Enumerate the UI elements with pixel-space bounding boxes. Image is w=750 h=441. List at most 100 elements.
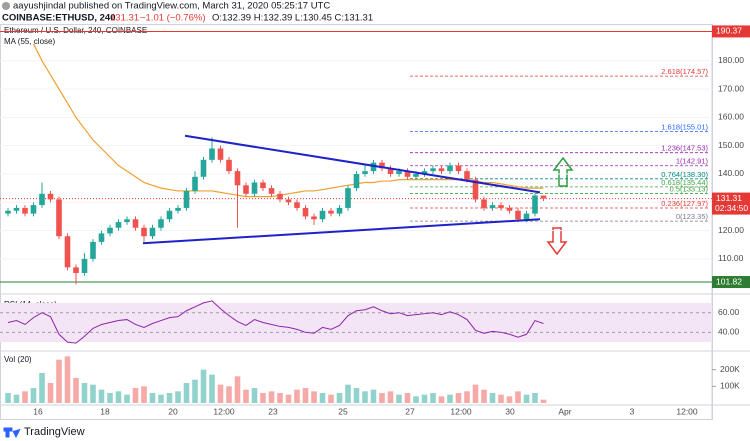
volume-bar	[217, 384, 224, 403]
candle-body	[47, 193, 54, 200]
volume-bar	[243, 389, 249, 403]
trendline	[184, 134, 541, 194]
plot-layer: 110.00120.00130.00140.00150.00160.00170.…	[0, 24, 750, 420]
candle-body	[132, 219, 139, 228]
volume-bar	[506, 396, 513, 403]
candle-body	[472, 179, 479, 200]
volume-bar	[370, 389, 377, 403]
volume-bar	[421, 394, 428, 403]
volume-bar	[328, 394, 334, 403]
rsi-line	[7, 300, 544, 344]
candle-body	[158, 219, 164, 228]
fib-label: 1.618(155.01)	[661, 122, 708, 131]
last-price-label: 131.31	[716, 193, 742, 203]
candle-body	[404, 171, 411, 177]
volume-bar	[251, 388, 258, 403]
candle-body	[532, 195, 538, 214]
volume-bar	[47, 383, 54, 403]
volume-bar	[294, 389, 300, 403]
candle-body	[523, 213, 530, 220]
fib-label: 1(142.91)	[676, 157, 709, 166]
volume-tick-label: 100K	[720, 381, 740, 391]
volume-bar	[166, 393, 173, 403]
volume-legend: Vol (20)	[4, 355, 32, 364]
volume-bar	[73, 378, 79, 403]
fib-label: 0.5(133.13)	[670, 184, 709, 193]
volume-bar	[90, 384, 96, 403]
volume-bar	[523, 394, 530, 403]
fib-label: 0.618(135.44)	[661, 178, 708, 187]
candle-body	[515, 210, 521, 220]
candle-body	[192, 176, 198, 191]
candle-body	[328, 210, 334, 214]
candle-body	[277, 193, 283, 200]
candle-body	[540, 195, 547, 199]
candle-body	[387, 168, 394, 174]
volume-bar	[455, 393, 462, 403]
x-tick-label: 30	[505, 406, 515, 416]
rsi-tick-label: 60.00	[718, 307, 740, 317]
volume-bar	[379, 393, 385, 403]
candle-body	[430, 168, 436, 172]
volume-bar	[115, 391, 122, 403]
volume-bar	[481, 389, 487, 403]
fib-label: 2.618(174.57)	[661, 67, 708, 76]
candle-body	[64, 236, 71, 268]
candle-body	[73, 267, 79, 274]
x-tick-label: 18	[100, 406, 110, 416]
volume-bar	[353, 388, 360, 403]
volume-bar	[200, 369, 207, 403]
volume-bar	[336, 393, 343, 403]
x-tick-label: 3	[630, 406, 635, 416]
volume-bar	[260, 393, 266, 403]
volume-bar	[319, 393, 326, 403]
candle-body	[30, 205, 37, 214]
candle-body	[200, 159, 207, 177]
y-tick-label: 140.00	[718, 168, 744, 178]
candle-body	[353, 173, 360, 189]
candle-body	[481, 199, 487, 208]
y-tick-label: 110.00	[718, 253, 744, 263]
volume-tick-label: 200K	[720, 364, 740, 374]
volume-bar	[413, 396, 419, 403]
x-tick-label: 20	[168, 406, 178, 416]
volume-bar	[489, 393, 496, 403]
last-price: 131.31	[110, 13, 139, 24]
footer-brand: TradingView	[24, 426, 85, 438]
volume-bar	[515, 391, 521, 403]
volume-bar	[302, 388, 309, 403]
candle-body	[413, 173, 419, 177]
candle-body	[209, 148, 215, 160]
candle-body	[5, 210, 11, 214]
volume-bar	[56, 359, 62, 403]
x-tick-label: 27	[405, 406, 415, 416]
candle-body	[56, 199, 62, 237]
volume-bar	[158, 394, 164, 403]
trendline	[142, 218, 541, 245]
symbol: COINBASE:ETHUSD, 240	[2, 13, 116, 24]
volume-bar	[472, 384, 479, 403]
publisher: aayushjindal published on TradingView.co…	[13, 1, 330, 12]
candle-body	[226, 159, 232, 172]
volume-bar	[192, 379, 198, 403]
level-tag	[712, 276, 750, 289]
volume-bar	[268, 391, 275, 403]
volume-bar	[149, 393, 156, 403]
volume-bar	[13, 394, 20, 403]
candle-body	[302, 207, 309, 217]
candle-body	[421, 171, 428, 174]
x-tick-label: 12:00	[676, 406, 698, 416]
candle-body	[498, 205, 504, 208]
x-tick-label: 23	[268, 406, 278, 416]
x-tick-label: 25	[338, 406, 348, 416]
candle-body	[39, 193, 45, 206]
volume-bar	[532, 393, 538, 403]
candle-body	[115, 222, 122, 228]
volume-bar	[540, 399, 547, 403]
candle-body	[81, 258, 88, 274]
fib-label: 0.236(127.97)	[661, 199, 708, 208]
volume-bar	[387, 391, 394, 403]
candle-body	[362, 171, 368, 174]
